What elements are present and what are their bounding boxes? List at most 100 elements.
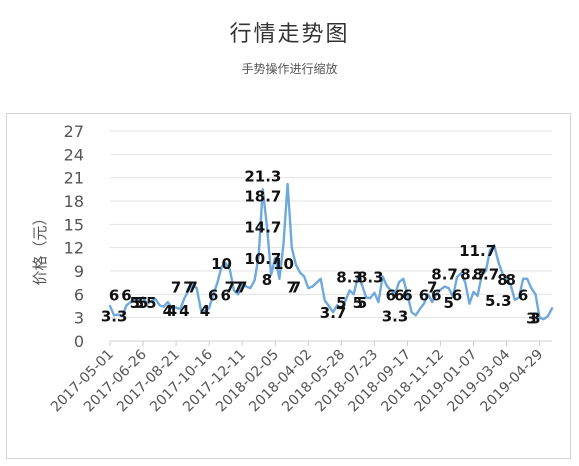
data-point xyxy=(435,293,437,295)
data-point xyxy=(398,281,400,283)
data-point xyxy=(204,310,206,313)
data-point xyxy=(315,282,318,284)
value-label: 7 xyxy=(291,279,301,297)
data-point xyxy=(518,296,520,299)
chart-frame xyxy=(6,113,571,459)
data-point xyxy=(274,257,276,259)
data-point xyxy=(505,278,508,280)
data-point xyxy=(134,297,136,299)
data-point xyxy=(216,282,219,284)
data-point xyxy=(377,301,380,303)
data-point xyxy=(200,309,202,311)
data-point xyxy=(109,305,111,307)
value-label: 14.7 xyxy=(244,219,281,237)
data-point xyxy=(196,287,198,289)
page-title: 行情走势图 xyxy=(229,22,350,47)
value-label: 3.3 xyxy=(382,307,409,325)
y-tick-label: 6 xyxy=(74,285,84,304)
value-label: 5 xyxy=(130,294,140,312)
data-point xyxy=(489,249,491,251)
data-point xyxy=(522,278,524,280)
data-point xyxy=(497,261,499,263)
value-label: 3 xyxy=(526,310,536,328)
value-label: 5 xyxy=(336,294,346,312)
data-point xyxy=(245,285,247,288)
data-point xyxy=(340,307,342,309)
data-point xyxy=(113,314,115,316)
value-label: 6 xyxy=(208,286,218,304)
data-point xyxy=(233,289,235,292)
data-point xyxy=(299,271,301,274)
data-point xyxy=(282,243,285,245)
value-label: 8.7 xyxy=(473,265,500,283)
data-point xyxy=(212,293,214,295)
data-point xyxy=(142,296,144,299)
y-tick-label: 27 xyxy=(64,122,84,141)
value-label: 6 xyxy=(452,286,462,304)
data-point xyxy=(353,293,355,295)
value-label: 5 xyxy=(146,294,156,312)
data-point xyxy=(187,289,190,292)
data-point xyxy=(452,296,454,298)
data-point xyxy=(419,308,421,310)
data-point xyxy=(117,313,119,316)
value-label: 5.3 xyxy=(485,292,512,310)
data-point xyxy=(472,291,475,293)
value-label: 7 xyxy=(237,279,247,297)
value-label: 5 xyxy=(444,294,454,312)
data-point xyxy=(510,284,512,286)
data-point xyxy=(249,287,252,289)
data-point xyxy=(138,299,140,302)
data-point xyxy=(514,299,516,301)
data-point xyxy=(167,301,169,303)
data-point xyxy=(295,264,297,266)
data-point xyxy=(121,315,123,317)
value-label: 6 xyxy=(121,286,131,304)
value-label: 3.3 xyxy=(101,307,128,325)
data-point xyxy=(125,304,128,306)
value-label: 6 xyxy=(220,286,230,304)
data-point xyxy=(361,284,363,286)
value-label: 10 xyxy=(211,255,232,273)
data-point xyxy=(291,247,293,249)
data-point xyxy=(443,285,446,288)
value-label: 8 xyxy=(497,271,507,289)
value-label: 7 xyxy=(187,279,197,297)
data-point xyxy=(175,306,177,309)
y-tick-label: 21 xyxy=(64,169,84,188)
value-label: 10.7 xyxy=(244,250,281,268)
data-point xyxy=(241,282,243,284)
value-label: 5 xyxy=(138,294,148,312)
value-label: 4 xyxy=(163,302,173,320)
data-point xyxy=(328,305,330,307)
data-point xyxy=(258,254,260,257)
data-point xyxy=(526,278,528,280)
data-point xyxy=(324,299,326,302)
value-label: 6 xyxy=(518,286,528,304)
value-label: 6 xyxy=(402,286,412,304)
value-label: 6 xyxy=(431,286,441,304)
data-point xyxy=(386,285,388,287)
data-point xyxy=(158,304,161,306)
data-point xyxy=(534,293,537,295)
data-point xyxy=(208,307,210,309)
data-point xyxy=(456,276,458,278)
data-point xyxy=(477,295,479,297)
data-point xyxy=(307,287,309,289)
data-point xyxy=(551,307,553,309)
value-label: 10 xyxy=(273,255,294,273)
data-point xyxy=(501,272,504,274)
value-label: 7 xyxy=(171,279,181,297)
grid-lines xyxy=(110,130,552,342)
data-point xyxy=(460,272,462,274)
value-label: 8 xyxy=(262,271,272,289)
data-point xyxy=(225,262,227,264)
value-label: 5 xyxy=(353,294,363,312)
data-point xyxy=(163,306,165,308)
value-label: 4 xyxy=(200,302,210,320)
x-axis-ticks: 2017-05-012017-06-262017-08-212017-10-16… xyxy=(48,341,546,415)
data-point xyxy=(237,293,239,295)
data-point xyxy=(390,289,392,292)
